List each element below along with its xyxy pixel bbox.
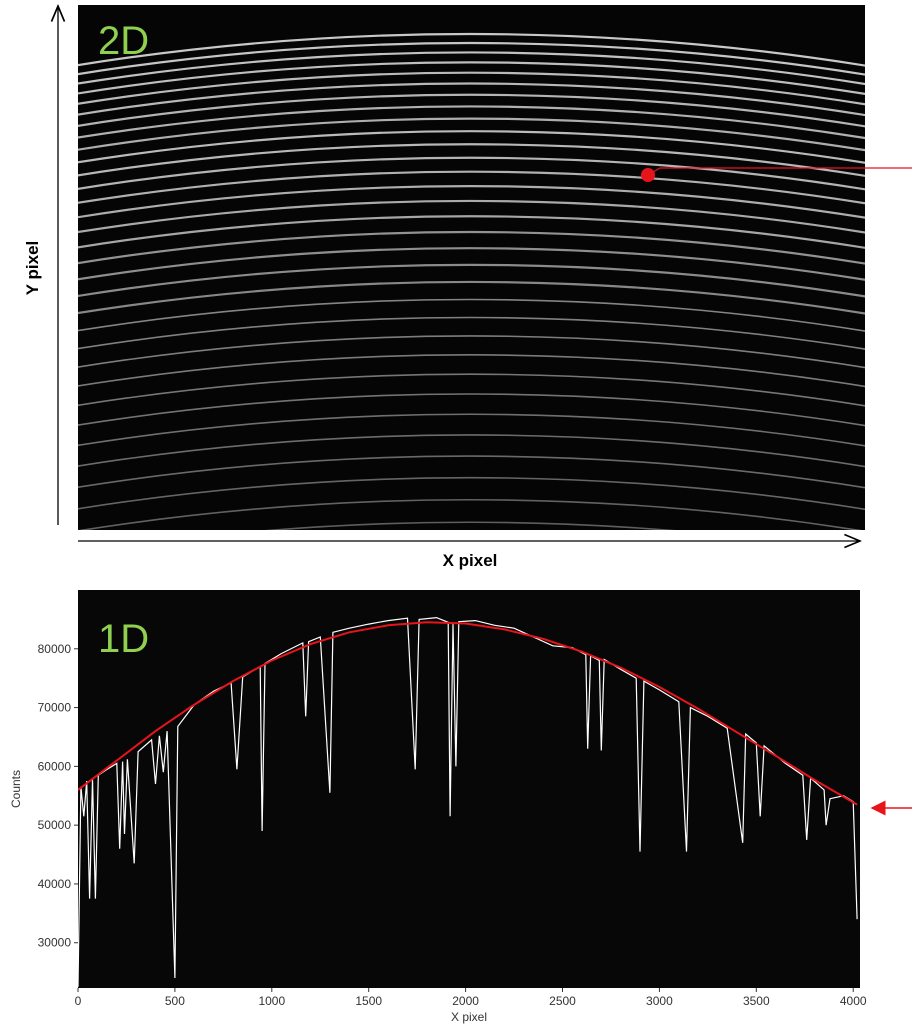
x-tick-label: 1000 (258, 994, 285, 1008)
spectrum-line (78, 616, 858, 987)
order-trace (78, 105, 865, 140)
x-tick-label: 3500 (743, 994, 770, 1008)
order-trace (264, 521, 676, 530)
detector-image (78, 5, 865, 530)
y-axis-label: Counts (9, 770, 23, 808)
order-trace (78, 247, 865, 281)
panel-label: 2D (98, 19, 149, 63)
x-axis-label: X pixel (451, 1010, 487, 1024)
order-trace (78, 117, 865, 152)
y-tick-label: 50000 (38, 818, 72, 832)
plot: 30000 40000 50000 60000 70000 80000 0 500 1000 15… (38, 616, 867, 1008)
order-trace (78, 354, 865, 388)
order-trace (78, 41, 865, 76)
y-tick-label: 80000 (38, 642, 72, 656)
x-tick-label: 4000 (840, 994, 867, 1008)
order-trace (78, 476, 865, 511)
order-trace (78, 230, 865, 265)
y-tick-label: 40000 (38, 877, 72, 891)
y-tick-label: 60000 (38, 759, 72, 773)
x-label: X pixel (443, 551, 498, 570)
x-tick-label: 1500 (355, 994, 382, 1008)
order-trace (78, 263, 865, 298)
order-trace (78, 434, 865, 468)
order-trace (78, 170, 865, 205)
x-tick-label: 2500 (549, 994, 576, 1008)
order-trace (78, 316, 865, 350)
order-trace (78, 93, 865, 128)
y-tick-label: 30000 (38, 936, 72, 950)
order-trace (78, 143, 865, 177)
order-trace (78, 130, 865, 164)
order-trace (78, 51, 865, 86)
order-trace (78, 498, 862, 530)
x-tick-label: 0 (75, 994, 82, 1008)
panel-label: 1D (98, 617, 149, 661)
fit-line (78, 621, 858, 806)
x-tick-label: 3000 (646, 994, 673, 1008)
y-label: Y pixel (23, 241, 42, 296)
order-trace (78, 156, 865, 191)
x-tick-label: 2000 (452, 994, 479, 1008)
order-trace (78, 61, 865, 96)
echelle-orders (78, 32, 865, 530)
order-trace (78, 71, 865, 106)
order-trace (78, 455, 865, 489)
pointer-dot (641, 168, 655, 182)
order-trace (78, 373, 865, 407)
order-trace (78, 280, 865, 315)
order-trace (78, 215, 865, 249)
order-trace (78, 199, 865, 234)
order-trace (78, 32, 865, 67)
y-tick-label: 70000 (38, 701, 72, 715)
order-trace (78, 335, 865, 369)
order-trace (78, 82, 865, 117)
order-trace (78, 393, 865, 427)
order-trace (78, 413, 865, 447)
x-tick-label: 500 (165, 994, 185, 1008)
order-trace (78, 185, 865, 219)
order-trace (78, 298, 865, 332)
plot-area (78, 590, 860, 988)
